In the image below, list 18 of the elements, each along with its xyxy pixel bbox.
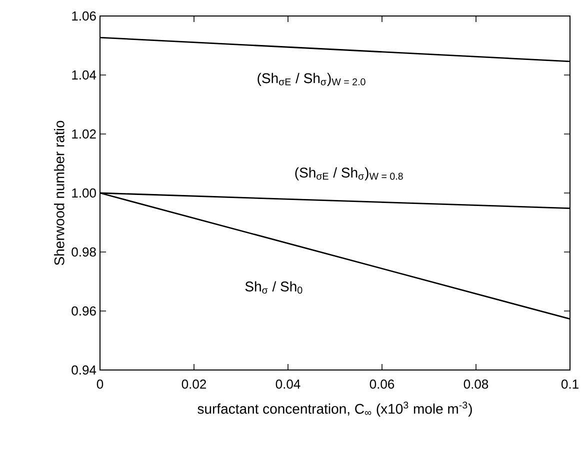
x-tick-label: 0 [96,380,104,389]
x-axis-title: surfactant concentration, C$_{∞}$ (x10$^{3}$ mole m$^{-3}$) [198,402,472,417]
y-tick-label: 1.02 [72,129,96,139]
x-tick-label: 0.04 [276,380,300,389]
series-label: (Sh$_{σE}$ / Sh$_{σ}$)$_{W = 0.8}$ [295,167,403,180]
y-tick-label: 0.96 [72,306,96,316]
series-label: (Sh$_{σE}$ / Sh$_{σ}$)$_{W = 2.0}$ [258,72,366,86]
y-axis-title: Sherwood number ratio [54,120,64,266]
x-tick-label: 0.06 [370,380,394,389]
y-tick-label: 0.98 [72,247,96,257]
text: Sh$_{σ}$ / Sh$_{0}$ [245,281,302,294]
y-tick-label: 1.00 [72,188,96,198]
y-tick-label: 1.06 [72,11,96,21]
y-tick-label: 0.94 [72,365,96,375]
x-tick-label: 0.1 [561,380,578,389]
y-tick-label: 1.04 [72,70,96,80]
x-tick-label: 0.08 [464,380,488,389]
x-tick-label: 0.02 [182,380,206,389]
